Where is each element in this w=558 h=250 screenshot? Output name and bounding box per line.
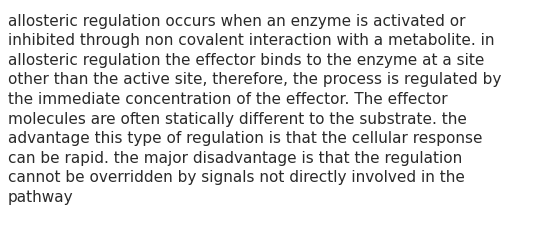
Text: allosteric regulation occurs when an enzyme is activated or
inhibited through no: allosteric regulation occurs when an enz… <box>8 14 501 204</box>
